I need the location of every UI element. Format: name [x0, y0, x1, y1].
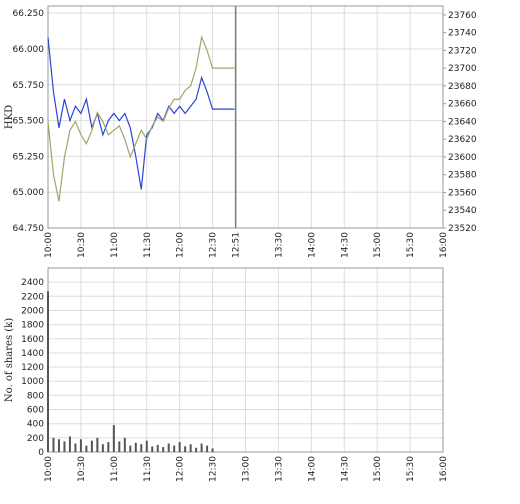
x-tick-label: 14:30	[340, 456, 350, 482]
volume-bar	[90, 440, 93, 452]
y-tick-label: 600	[27, 406, 44, 416]
y2-tick-label: 23540	[448, 206, 477, 216]
y2-tick-label: 23520	[448, 224, 477, 234]
y-tick-label: 66.250	[13, 9, 45, 19]
y-tick-label: 1800	[21, 321, 44, 331]
y-tick-label: 64.750	[13, 224, 45, 234]
volume-bar	[184, 446, 187, 452]
x-tick-label: 12:51	[232, 232, 242, 258]
y2-tick-label: 23620	[448, 135, 477, 145]
x-tick-label: 11:30	[143, 456, 153, 482]
y-tick-label: 2400	[21, 278, 44, 288]
volume-bar	[140, 444, 143, 452]
y-tick-label: 1400	[21, 349, 44, 359]
volume-bar	[189, 444, 192, 452]
volume-bar	[107, 442, 110, 452]
volume-bar	[151, 446, 154, 452]
x-tick-label: 14:30	[340, 232, 350, 258]
x-tick-label: 16:00	[439, 232, 449, 258]
volume-bar	[195, 447, 198, 452]
y-axis-label: No. of shares (k)	[4, 318, 15, 402]
y-tick-label: 2000	[21, 306, 44, 316]
x-tick-label: 11:30	[143, 232, 153, 258]
x-tick-label: 15:30	[406, 232, 416, 258]
volume-bar	[145, 440, 148, 452]
y-tick-label: 200	[27, 434, 44, 444]
y2-tick-label: 23700	[448, 64, 477, 74]
y-tick-label: 400	[27, 420, 44, 430]
volume-bar	[112, 425, 115, 452]
x-tick-label: 12:00	[176, 456, 186, 482]
volume-bar	[200, 443, 203, 452]
x-tick-label: 12:30	[209, 232, 219, 258]
volume-bar	[129, 445, 132, 452]
y-tick-label: 800	[27, 391, 44, 401]
y2-tick-label: 23640	[448, 117, 477, 127]
y-tick-label: 65.750	[13, 81, 45, 91]
volume-bar	[162, 447, 165, 452]
y2-tick-label: 23680	[448, 82, 477, 92]
y-axis-label: HKD	[4, 105, 15, 129]
volume-bar	[173, 445, 176, 452]
y-tick-label: 65.500	[13, 117, 45, 127]
x-tick-label: 11:00	[110, 456, 120, 482]
volume-bar	[134, 442, 137, 452]
y2-tick-label: 23740	[448, 29, 477, 39]
y2-tick-label: 23660	[448, 100, 477, 110]
volume-bar	[79, 439, 82, 452]
volume-bar	[74, 443, 77, 452]
plot-area	[48, 6, 443, 228]
x-tick-label: 16:00	[439, 456, 449, 482]
y2-tick-label: 23760	[448, 11, 477, 21]
y-tick-label: 1000	[21, 377, 44, 387]
volume-bar	[178, 442, 181, 452]
price-line	[47, 34, 235, 202]
y2-tick-label: 23720	[448, 46, 477, 56]
volume-bar	[167, 443, 170, 452]
x-tick-label: 10:00	[44, 232, 54, 258]
volume-bar	[85, 445, 88, 452]
volume-bar	[101, 444, 104, 452]
volume-bar	[206, 445, 209, 452]
volume-bar	[52, 437, 55, 452]
price-line	[47, 37, 235, 190]
y-tick-label: 1600	[21, 335, 44, 345]
plot-frame	[47, 5, 444, 229]
y-tick-label: 2200	[21, 292, 44, 302]
y2-tick-label: 23560	[448, 188, 477, 198]
x-tick-label: 14:00	[307, 456, 317, 482]
x-tick-label: 12:00	[176, 232, 186, 258]
x-tick-label: 13:00	[242, 456, 252, 482]
volume-bar	[68, 436, 71, 452]
x-tick-label: 13:30	[274, 456, 284, 482]
y-tick-label: 66.000	[13, 45, 45, 55]
volume-bar	[63, 441, 66, 452]
x-tick-label: 10:00	[44, 456, 54, 482]
volume-bar	[96, 437, 99, 452]
y-tick-label: 65.000	[13, 188, 45, 198]
y-tick-label: 65.250	[13, 152, 45, 162]
volume-bar	[57, 439, 60, 452]
volume-bar	[118, 441, 121, 452]
volume-bar	[156, 444, 159, 452]
x-tick-label: 11:00	[110, 232, 120, 258]
y-tick-label: 1200	[21, 363, 44, 373]
volume-bar	[123, 437, 126, 452]
x-tick-label: 13:30	[274, 232, 284, 258]
x-tick-label: 15:00	[373, 232, 383, 258]
x-tick-label: 12:30	[209, 456, 219, 482]
volume-bar	[47, 291, 49, 452]
volume-bar	[211, 448, 214, 452]
x-tick-label: 15:00	[373, 456, 383, 482]
x-tick-label: 10:30	[77, 456, 87, 482]
y2-tick-label: 23600	[448, 153, 477, 163]
x-tick-label: 14:00	[307, 232, 317, 258]
x-tick-label: 10:30	[77, 232, 87, 258]
y-tick-label: 0	[38, 448, 44, 458]
x-tick-label: 15:30	[406, 456, 416, 482]
y2-tick-label: 23580	[448, 171, 477, 181]
